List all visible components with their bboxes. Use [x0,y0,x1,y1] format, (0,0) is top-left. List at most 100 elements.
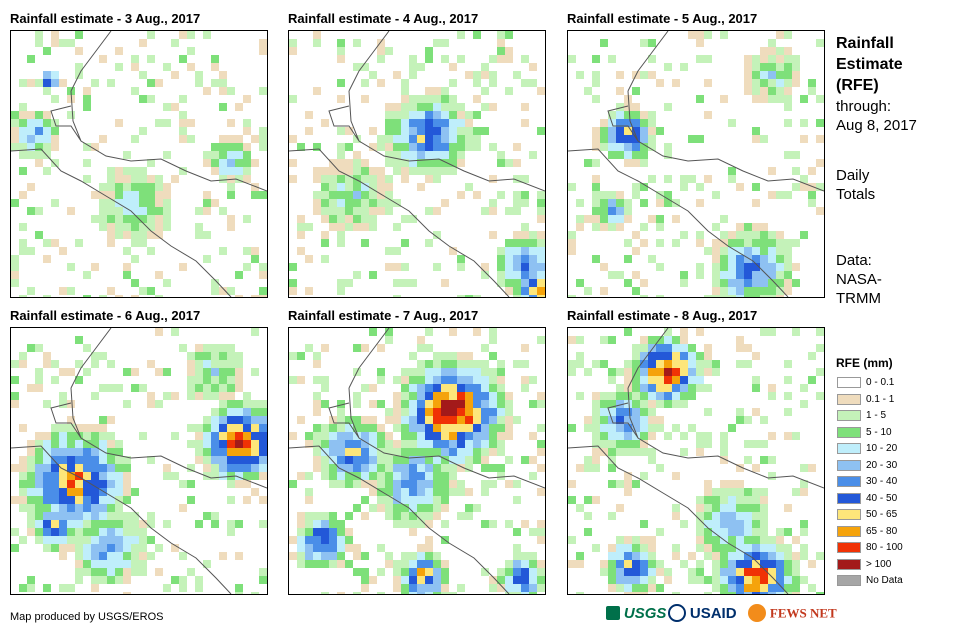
rainfall-cell [648,360,656,368]
rainfall-cell [337,47,345,55]
rainfall-cell [91,584,99,592]
rainfall-cell [289,263,297,271]
rainfall-cell [99,183,107,191]
legend-label: 5 - 10 [866,426,892,438]
rainfall-cell [497,584,505,592]
rainfall-cell [67,584,75,592]
rainfall-cell [616,199,624,207]
rainfall-cell [648,127,656,135]
rainfall-cell [51,536,59,544]
usaid-logo-text: USAID [689,604,737,622]
rainfall-cell [409,279,417,287]
data-line3: TRMM [836,290,881,307]
rainfall-cell [337,39,345,47]
rainfall-cell [680,336,688,344]
data-line2: NASA- [836,271,882,288]
rainfall-cell [592,456,600,464]
rainfall-cell [489,408,497,416]
rainfall-cell [219,247,227,255]
rainfall-cell [744,504,752,512]
rainfall-cell [449,95,457,103]
rainfall-cell [640,376,648,384]
rainfall-cell [425,568,433,576]
rainfall-cell [99,215,107,223]
rainfall-cell [744,239,752,247]
rainfall-cell [187,360,195,368]
rainfall-cell [688,552,696,560]
rainfall-cell [251,400,259,408]
rainfall-cell [752,199,760,207]
rainfall-cell [345,480,353,488]
rainfall-cell [401,576,409,584]
rainfall-cell [616,207,624,215]
rainfall-cell [139,552,147,560]
rainfall-cell [75,576,83,584]
rainfall-cell [433,143,441,151]
rainfall-cell [529,456,537,464]
rainfall-cell [696,360,704,368]
rainfall-cell [27,119,35,127]
rainfall-cell [521,175,529,183]
rainfall-cell [27,183,35,191]
rainfall-cell [768,584,776,592]
rainfall-cell [91,576,99,584]
rainfall-cell [712,504,720,512]
rainfall-cell [329,528,337,536]
rainfall-cell [752,552,760,560]
rainfall-cell [752,352,760,360]
rainfall-cell [584,528,592,536]
rainfall-cell [672,424,680,432]
rainfall-cell [59,424,67,432]
rainfall-cell [648,175,656,183]
rainfall-cell [139,167,147,175]
rainfall-cell [259,47,267,55]
rainfall-cell [608,448,616,456]
rainfall-cell [449,63,457,71]
rainfall-cell [600,432,608,440]
rainfall-cell [624,143,632,151]
rainfall-cell [537,576,545,584]
rainfall-cell [417,464,425,472]
rainfall-cell [640,352,648,360]
rainfall-cell [425,456,433,464]
rainfall-cell [624,135,632,143]
rainfall-cell [441,87,449,95]
rainfall-cell [211,472,219,480]
rainfall-cell [728,520,736,528]
rainfall-cell [481,360,489,368]
rainfall-cell [441,376,449,384]
rainfall-cell [67,400,75,408]
rainfall-cell [251,432,259,440]
rainfall-cell [792,239,800,247]
rainfall-cell [696,568,704,576]
rainfall-cell [417,119,425,127]
rainfall-cell [51,360,59,368]
rainfall-cell [43,504,51,512]
rainfall-cell [337,167,345,175]
rainfall-cell [465,448,473,456]
rainfall-cell [592,143,600,151]
rainfall-cell [664,432,672,440]
rainfall-cell [179,552,187,560]
rainfall-cell [385,199,393,207]
rainfall-cell [505,207,513,215]
rainfall-cell [441,55,449,63]
rainfall-cell [83,496,91,504]
coastline [568,31,824,297]
rainfall-cell [489,432,497,440]
rainfall-cell [640,135,648,143]
rainfall-cell [35,151,43,159]
rainfall-cell [521,456,529,464]
rainfall-cell [505,592,513,594]
rainfall-cell [369,223,377,231]
rainfall-cell [83,159,91,167]
rainfall-cell [43,544,51,552]
rainfall-cell [409,352,417,360]
rainfall-cell [489,400,497,408]
rainfall-cell [393,440,401,448]
rainfall-cell [521,560,529,568]
rainfall-cell [449,408,457,416]
rainfall-cell [409,520,417,528]
rainfall-cell [433,352,441,360]
rainfall-cell [409,416,417,424]
